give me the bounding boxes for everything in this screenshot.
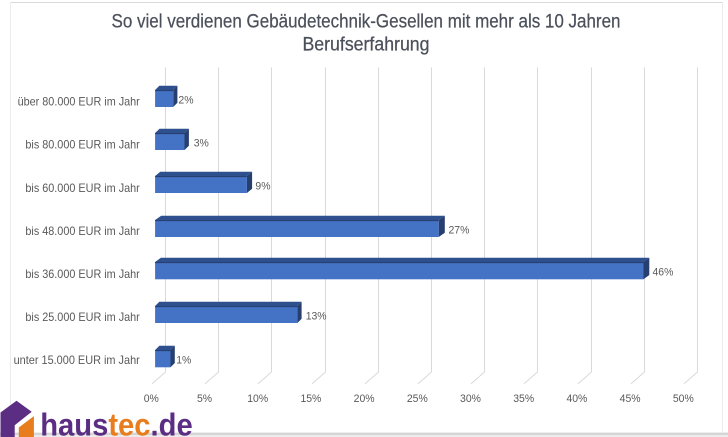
svg-text:20%: 20% (354, 393, 375, 405)
svg-text:unter 15.000 EUR im Jahr: unter 15.000 EUR im Jahr (14, 353, 140, 367)
svg-text:15%: 15% (300, 393, 321, 405)
svg-text:bis 25.000 EUR im Jahr: bis 25.000 EUR im Jahr (25, 310, 139, 324)
svg-text:1%: 1% (176, 354, 191, 366)
svg-text:So viel verdienen Gebäudetechn: So viel verdienen Gebäudetechnik-Geselle… (112, 11, 621, 33)
svg-text:50%: 50% (673, 393, 694, 405)
svg-text:27%: 27% (449, 224, 470, 236)
svg-text:35%: 35% (513, 393, 534, 405)
svg-text:bis 60.000 EUR im Jahr: bis 60.000 EUR im Jahr (25, 181, 139, 195)
svg-text:9%: 9% (255, 180, 270, 192)
svg-text:10%: 10% (247, 393, 268, 405)
svg-text:bis 80.000 EUR im Jahr: bis 80.000 EUR im Jahr (25, 138, 139, 152)
svg-text:45%: 45% (620, 393, 641, 405)
svg-text:2%: 2% (178, 94, 193, 106)
svg-text:13%: 13% (306, 310, 327, 322)
svg-text:bis 36.000 EUR im Jahr: bis 36.000 EUR im Jahr (25, 267, 139, 281)
svg-text:bis 48.000 EUR im Jahr: bis 48.000 EUR im Jahr (25, 224, 139, 238)
svg-text:40%: 40% (566, 393, 587, 405)
svg-text:über 80.000 EUR im Jahr: über 80.000 EUR im Jahr (18, 95, 140, 109)
svg-text:46%: 46% (653, 266, 674, 278)
svg-text:30%: 30% (460, 393, 481, 405)
svg-text:haustec.de: haustec.de (40, 407, 193, 437)
svg-text:3%: 3% (194, 137, 209, 149)
svg-text:0%: 0% (144, 393, 159, 405)
svg-text:25%: 25% (407, 393, 428, 405)
svg-text:5%: 5% (197, 393, 212, 405)
svg-text:Berufserfahrung: Berufserfahrung (303, 33, 430, 55)
